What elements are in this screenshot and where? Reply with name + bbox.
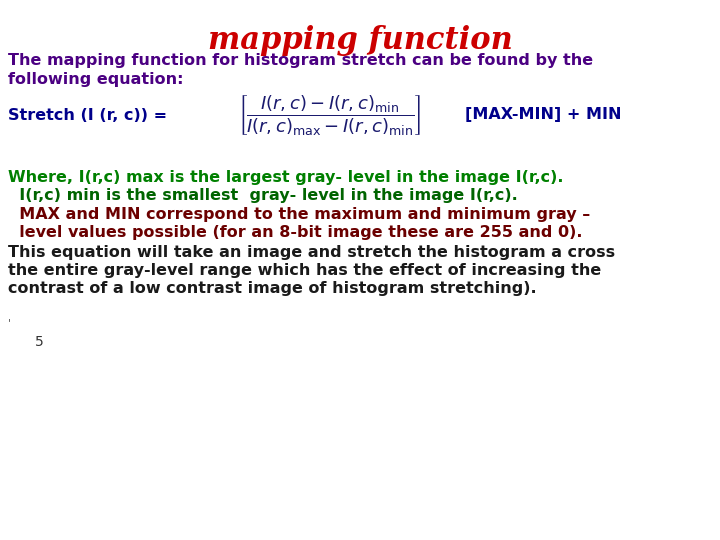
Text: The mapping function for histogram stretch can be found by the: The mapping function for histogram stret… (8, 53, 593, 68)
Text: 5: 5 (35, 335, 44, 349)
Text: MAX and MIN correspond to the maximum and minimum gray –: MAX and MIN correspond to the maximum an… (8, 207, 590, 222)
Text: level values possible (for an 8-bit image these are 255 and 0).: level values possible (for an 8-bit imag… (8, 225, 582, 240)
Text: following equation:: following equation: (8, 72, 184, 87)
Text: Stretch (I (r, c)) =: Stretch (I (r, c)) = (8, 107, 167, 123)
Text: This equation will take an image and stretch the histogram a cross: This equation will take an image and str… (8, 245, 615, 260)
Text: [MAX-MIN] + MIN: [MAX-MIN] + MIN (465, 107, 621, 123)
Text: contrast of a low contrast image of histogram stretching).: contrast of a low contrast image of hist… (8, 281, 536, 296)
Text: $\left[\dfrac{I(r,c)-I(r,c)_{\rm min}}{I(r,c)_{\rm max}-I(r,c)_{\rm min}}\right]: $\left[\dfrac{I(r,c)-I(r,c)_{\rm min}}{I… (238, 93, 422, 137)
Text: ': ' (8, 318, 11, 328)
Text: I(r,c) min is the smallest  gray- level in the image I(r,c).: I(r,c) min is the smallest gray- level i… (8, 188, 518, 203)
Text: the entire gray-level range which has the effect of increasing the: the entire gray-level range which has th… (8, 263, 601, 278)
Text: mapping function: mapping function (207, 25, 513, 56)
Text: Where, I(r,c) max is the largest gray- level in the image I(r,c).: Where, I(r,c) max is the largest gray- l… (8, 170, 564, 185)
